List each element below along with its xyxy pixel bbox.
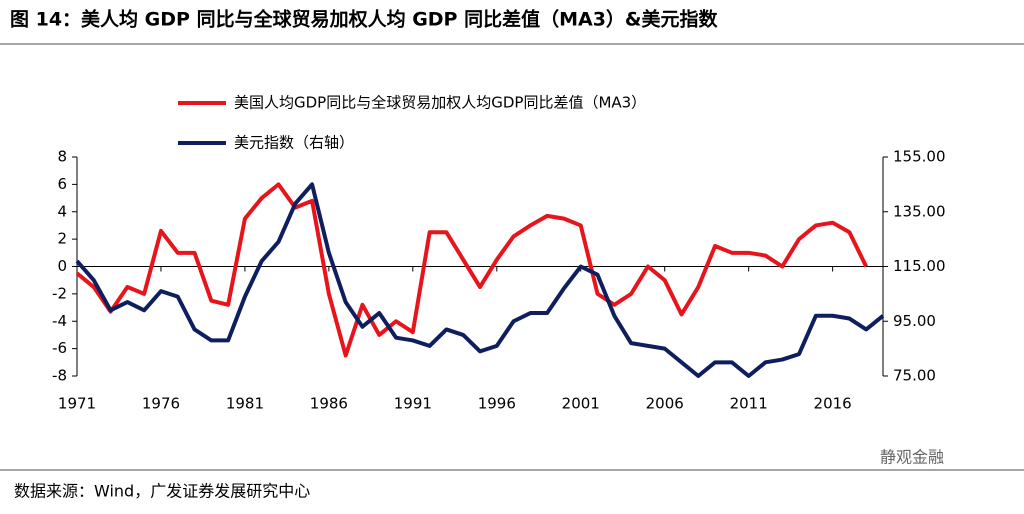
x-tick-label: 1976 [142, 395, 180, 413]
series-line [75, 182, 869, 358]
x-tick-label: 2011 [730, 395, 768, 413]
legend-label: 美国人均GDP同比与全球贸易加权人均GDP同比差值（MA3） [234, 94, 646, 112]
y-tick-label: -4 [52, 312, 67, 330]
y-tick-label: -8 [52, 367, 67, 385]
watermark: 静观金融 [880, 448, 944, 467]
x-tick-label: 1971 [58, 395, 96, 413]
y2-tick-label: 115.00 [893, 257, 946, 275]
x-tick-label: 1991 [394, 395, 432, 413]
y-tick-label: 8 [57, 148, 67, 166]
legend-label: 美元指数（右轴） [234, 134, 354, 152]
source-note: 数据来源：Wind，广发证券发展研究中心 [14, 482, 310, 501]
y2-tick-label: 135.00 [893, 202, 946, 220]
x-tick-label: 2016 [814, 395, 852, 413]
x-tick-label: 2001 [562, 395, 600, 413]
y-tick-label: -2 [52, 284, 67, 302]
x-tick-label: 1996 [478, 395, 516, 413]
y2-tick-label: 75.00 [893, 367, 936, 385]
y-tick-label: 6 [57, 175, 67, 193]
y-tick-label: 0 [57, 257, 67, 275]
y-tick-label: 4 [57, 202, 67, 220]
series-line [75, 182, 885, 378]
y2-tick-label: 95.00 [893, 312, 936, 330]
y-tick-label: -6 [52, 339, 67, 357]
chart-title: 图 14：美人均 GDP 同比与全球贸易加权人均 GDP 同比差值（MA3）&美… [10, 8, 719, 31]
x-tick-label: 1986 [310, 395, 348, 413]
y2-tick-label: 155.00 [893, 148, 946, 166]
x-tick-label: 2006 [646, 395, 684, 413]
y-tick-label: 2 [57, 230, 67, 248]
x-tick-label: 1981 [226, 395, 264, 413]
